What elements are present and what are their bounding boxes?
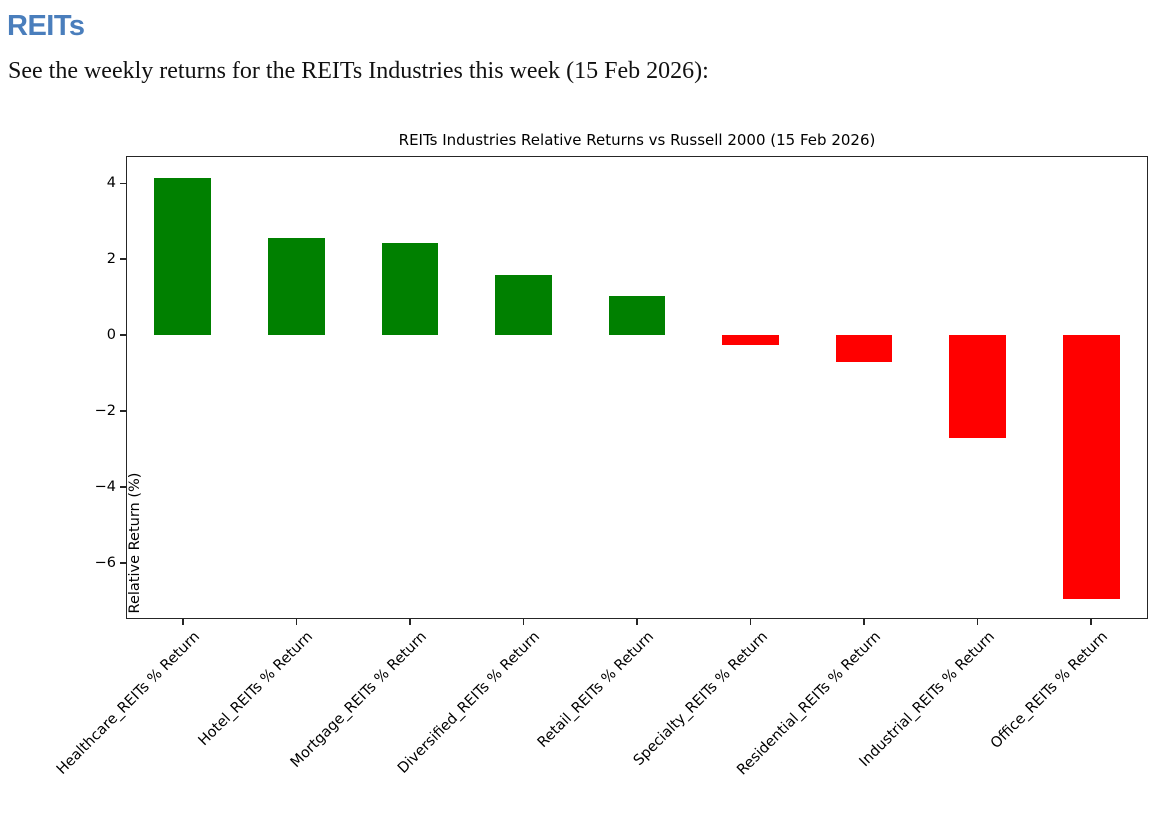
bar-residential_reits <box>835 335 893 362</box>
x-tick-mark <box>181 619 184 625</box>
page-heading: REITs <box>7 10 85 42</box>
bar-healthcare_reits <box>154 178 212 336</box>
bar-specialty_reits <box>722 335 779 346</box>
y-tick-label: 0 <box>106 327 116 344</box>
x-tick-mark <box>295 619 298 625</box>
y-tick-mark <box>120 258 126 261</box>
bar-industrial_reits <box>949 335 1007 439</box>
x-tick-mark <box>749 619 752 625</box>
y-tick-label: −2 <box>94 403 116 420</box>
x-tick-mark <box>409 619 411 625</box>
x-tick-mark <box>636 619 638 625</box>
y-tick-mark <box>120 334 126 336</box>
y-tick-label: 4 <box>106 175 116 192</box>
y-tick-mark <box>120 410 126 412</box>
chart-title: REITs Industries Relative Returns vs Rus… <box>398 131 876 149</box>
x-tick-mark <box>976 619 979 625</box>
x-tick-label: Healthcare_REITs % Return <box>53 628 203 778</box>
x-tick-mark <box>522 619 525 625</box>
bar-office_reits <box>1062 335 1120 599</box>
bar-retail_reits <box>608 295 666 336</box>
bar-hotel_reits <box>267 237 325 336</box>
bar-mortgage_reits <box>381 243 439 336</box>
y-tick-label: −4 <box>94 478 116 495</box>
intro-text: See the weekly returns for the REITs Ind… <box>8 58 709 84</box>
y-tick-label: 2 <box>106 251 116 268</box>
x-tick-mark <box>1090 619 1093 625</box>
bar-diversified_reits <box>495 275 552 336</box>
y-tick-label: −6 <box>94 554 116 571</box>
y-tick-mark <box>120 182 126 185</box>
y-tick-mark <box>120 562 126 564</box>
y-axis-label: Relative Return (%) <box>127 472 143 614</box>
y-tick-mark <box>120 486 126 488</box>
x-tick-mark <box>863 619 865 625</box>
